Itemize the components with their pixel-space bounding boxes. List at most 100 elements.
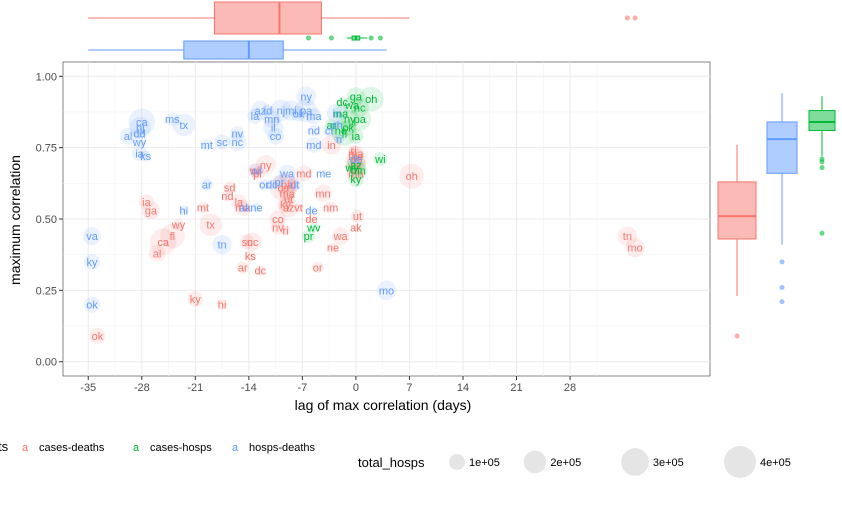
x-tick-label: 14 — [457, 382, 469, 394]
data-point-bubble — [200, 178, 213, 191]
boxplot-outlier — [624, 15, 630, 21]
boxplot-box — [183, 40, 284, 60]
data-point-label: az — [254, 106, 266, 118]
data-point-label: dc — [336, 97, 348, 109]
data-point-bubble — [231, 194, 247, 210]
data-point-label: tn — [217, 240, 226, 252]
data-point-label: ma — [235, 203, 251, 215]
boxplot-outlier — [779, 285, 785, 291]
boxplot-box — [213, 1, 322, 35]
data-point-label: mi — [285, 106, 297, 118]
data-point-label: mn — [315, 188, 330, 200]
data-point-bubble — [307, 214, 316, 224]
data-point-label: ny — [344, 114, 356, 126]
data-point-label: ia — [135, 148, 144, 160]
data-point-label: nm — [323, 203, 338, 215]
data-point-bubble — [325, 118, 338, 131]
data-point-label: ky — [350, 174, 362, 186]
data-point-bubble — [288, 178, 302, 192]
x-tick-label: -14 — [241, 382, 257, 394]
data-point-bubble — [340, 119, 357, 136]
data-point-bubble — [321, 134, 342, 155]
data-point-label: ok — [293, 108, 305, 120]
data-point-bubble — [131, 145, 148, 161]
data-point-bubble — [82, 227, 102, 246]
data-point-bubble — [358, 86, 384, 112]
y-tick-label: 0.75 — [36, 143, 57, 155]
data-point-label: ut — [284, 194, 293, 206]
data-point-bubble — [165, 112, 180, 126]
data-point-bubble — [247, 163, 263, 178]
boxplot-outlier — [368, 35, 374, 41]
data-point-label: ma — [279, 188, 295, 200]
data-point-label: or — [313, 263, 323, 275]
data-point-bubble — [172, 113, 196, 137]
data-point-bubble — [308, 222, 319, 233]
x-axis-title: lag of max correlation (days) — [295, 397, 472, 413]
boxplot-box — [717, 181, 757, 240]
data-point-bubble — [347, 164, 365, 183]
data-point-label: ri — [351, 145, 357, 157]
size-legend-key — [523, 450, 547, 474]
data-point-label: co — [270, 131, 282, 143]
color-legend-label: cases-deaths — [39, 442, 105, 454]
boxplot-box — [766, 121, 798, 174]
data-point-label: ma — [348, 148, 364, 160]
data-point-label: ms — [165, 114, 180, 126]
data-point-bubble — [332, 105, 349, 122]
data-point-label: ga — [145, 205, 158, 217]
data-point-label: il — [271, 123, 276, 135]
boxplot-outlier — [328, 35, 334, 41]
data-point-bubble — [625, 237, 645, 258]
size-legend-key — [449, 454, 465, 470]
color-legend-key: a — [22, 442, 29, 454]
data-point-bubble — [141, 201, 161, 220]
data-point-bubble — [339, 109, 360, 129]
data-point-bubble — [243, 232, 262, 251]
data-point-bubble — [159, 223, 185, 249]
data-point-label: ca — [136, 117, 149, 129]
data-point-bubble — [346, 87, 366, 106]
data-point-label: hi — [218, 300, 227, 312]
data-point-label: de — [305, 205, 317, 217]
data-point-label: dc — [266, 180, 278, 192]
data-point-label: sd — [224, 183, 236, 195]
data-point-bubble — [279, 185, 296, 202]
color-legend-label: cases-hosps — [150, 442, 212, 454]
data-point-bubble — [347, 145, 364, 162]
data-point-bubble — [373, 151, 388, 167]
data-point-bubble — [251, 202, 262, 213]
data-point-bubble — [249, 163, 264, 178]
data-point-label: nj — [136, 123, 145, 135]
data-point-bubble — [263, 117, 284, 138]
data-point-label: la — [251, 111, 260, 123]
data-point-label: mi — [351, 154, 363, 166]
data-point-bubble — [352, 223, 360, 232]
data-point-bubble — [376, 280, 397, 301]
data-point-label: mt — [201, 140, 213, 152]
data-point-bubble — [295, 165, 312, 182]
data-point-bubble — [255, 154, 276, 175]
data-point-label: dd — [133, 128, 145, 140]
top-marginal-boxplots — [88, 1, 638, 60]
data-point-label: co — [272, 214, 284, 226]
data-point-bubble — [217, 299, 228, 310]
data-point-bubble — [258, 179, 270, 191]
data-point-label: hi — [180, 205, 189, 217]
data-point-label: tx — [206, 220, 215, 232]
data-point-label: wa — [279, 168, 295, 180]
data-point-label: wv — [306, 223, 321, 235]
data-point-label: az — [283, 203, 295, 215]
data-point-label: ak — [239, 203, 251, 215]
data-point-bubble — [337, 96, 348, 108]
data-point-label: mn — [351, 165, 366, 177]
data-point-bubble — [138, 194, 154, 210]
data-point-label: ky — [190, 294, 202, 306]
data-point-label: ar — [327, 120, 337, 132]
data-point-bubble — [296, 86, 316, 107]
data-point-bubble — [241, 204, 249, 212]
data-point-label: tn — [623, 231, 632, 243]
data-point-label: md — [296, 168, 311, 180]
x-tick-label: -35 — [80, 382, 96, 394]
